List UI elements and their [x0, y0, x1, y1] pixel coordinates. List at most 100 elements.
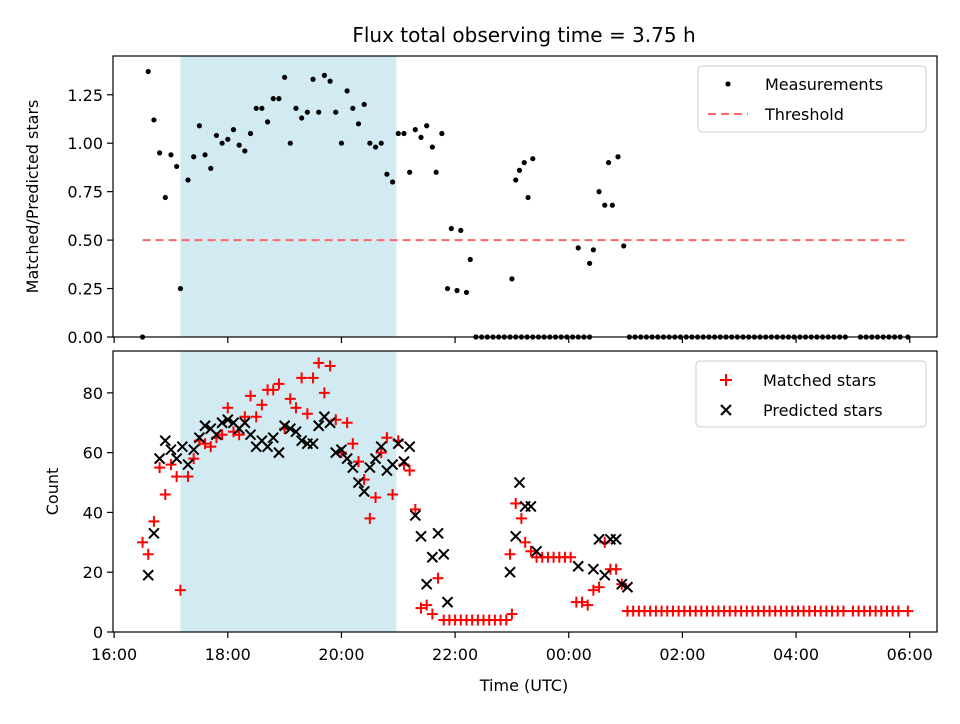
matched-point-2 — [148, 515, 160, 527]
predicted-point-26 — [290, 426, 302, 438]
measurement-point-59 — [467, 256, 473, 263]
matched-point-42 — [375, 447, 387, 459]
measurement-point-81 — [509, 276, 515, 282]
measurement-point-87 — [575, 245, 581, 251]
count-panel-frame — [112, 350, 938, 633]
legend-matched-label: Matched stars — [763, 371, 876, 390]
measurement-point-52 — [433, 169, 439, 175]
measurement-point-84 — [521, 159, 527, 166]
matched-point-48 — [409, 503, 421, 515]
predicted-point-34 — [335, 443, 348, 456]
predicted-point-61 — [587, 563, 600, 575]
measurement-point-2 — [151, 117, 157, 123]
measurement-point-28 — [299, 115, 305, 121]
predicted-point-0 — [142, 569, 154, 581]
measurement-point-45 — [395, 130, 401, 137]
matched-point-79 — [576, 596, 588, 608]
predicted-point-10 — [199, 420, 211, 432]
legend-threshold-label: Threshold — [764, 105, 844, 124]
measurement-point-53 — [439, 130, 445, 137]
matched-point-15 — [222, 402, 234, 414]
measurement-point-18 — [242, 148, 248, 154]
count-panel-legend-box — [695, 360, 927, 428]
measurement-point-16 — [230, 127, 237, 133]
ratio-panel-legend: Measurements Threshold — [697, 65, 927, 133]
matched-point-36 — [341, 417, 353, 429]
predicted-point-47 — [409, 509, 422, 522]
measurement-point-29 — [304, 109, 310, 115]
predicted-point-55 — [510, 530, 522, 543]
matched-point-0 — [137, 536, 149, 548]
matched-point-17 — [233, 429, 245, 441]
measurement-point-14 — [219, 140, 225, 146]
predicted-point-41 — [375, 440, 387, 453]
matched-point-81 — [587, 584, 599, 596]
matched-point-70 — [525, 545, 537, 557]
legend-predicted-label: Predicted stars — [763, 401, 883, 420]
matched-point-31 — [313, 357, 325, 369]
measurement-point-92 — [605, 159, 612, 166]
matched-point-18 — [239, 411, 251, 423]
measurement-point-94 — [615, 154, 621, 160]
matched-point-12 — [205, 441, 217, 453]
predicted-point-27 — [295, 434, 308, 447]
measurement-point-5 — [168, 152, 174, 158]
matched-point-68 — [515, 512, 527, 524]
measurement-point-41 — [372, 144, 379, 150]
measurement-point-49 — [418, 134, 424, 140]
measurement-point-51 — [429, 144, 435, 150]
matched-point-32 — [318, 387, 330, 399]
predicted-point-40 — [369, 452, 382, 465]
x-tick-label-3: 22:00 — [432, 645, 478, 664]
measurement-point-25 — [282, 74, 288, 80]
matched-point-3 — [154, 462, 166, 474]
matched-point-82 — [593, 581, 605, 593]
predicted-point-63 — [599, 569, 611, 581]
x-tick-label-5: 02:00 — [659, 645, 705, 664]
matched-point-50 — [421, 599, 433, 611]
matched-point-9 — [188, 453, 200, 465]
matched-point-1 — [142, 548, 154, 560]
x-tick-label-4: 00:00 — [546, 645, 592, 664]
legend-predicted-marker — [720, 404, 732, 416]
predicted-point-39 — [364, 461, 376, 474]
predicted-point-45 — [398, 455, 410, 468]
matched-point-8 — [182, 471, 194, 483]
predicted-point-36 — [347, 461, 359, 474]
matched-point-20 — [250, 411, 262, 423]
matched-point-19 — [245, 390, 257, 402]
predicted-point-32 — [324, 417, 336, 429]
measurement-point-48 — [412, 127, 418, 133]
measurement-point-10 — [196, 123, 202, 129]
matched-point-24 — [273, 378, 285, 390]
predicted-point-17 — [239, 417, 251, 429]
predicted-point-21 — [261, 440, 274, 453]
measurement-point-7 — [177, 285, 184, 292]
ratio-y-tick-label-5: 1.25 — [67, 86, 103, 105]
matched-point-80 — [582, 599, 594, 611]
predicted-point-65 — [610, 533, 622, 546]
predicted-point-25 — [284, 423, 297, 435]
predicted-point-54 — [504, 566, 516, 578]
measurement-points — [139, 68, 911, 340]
matched-point-85 — [610, 563, 622, 575]
predicted-point-18 — [244, 428, 257, 441]
measurement-point-3 — [157, 150, 163, 156]
measurement-point-27 — [293, 105, 299, 111]
predicted-point-37 — [352, 476, 365, 489]
matched-point-52 — [432, 572, 444, 584]
matched-point-6 — [171, 471, 183, 483]
matched-point-44 — [387, 488, 399, 500]
measurement-point-42 — [378, 140, 384, 146]
predicted-point-43 — [386, 458, 399, 471]
predicted-point-51 — [432, 527, 444, 540]
predicted-point-46 — [403, 440, 416, 453]
predicted-point-62 — [593, 533, 605, 546]
matched-point-33 — [324, 360, 336, 372]
predicted-point-6 — [176, 440, 189, 453]
measurement-point-93 — [609, 202, 615, 208]
predicted-point-12 — [210, 428, 223, 441]
count-y-tick-label-0: 0 — [93, 623, 103, 642]
measurement-point-24 — [276, 96, 282, 102]
